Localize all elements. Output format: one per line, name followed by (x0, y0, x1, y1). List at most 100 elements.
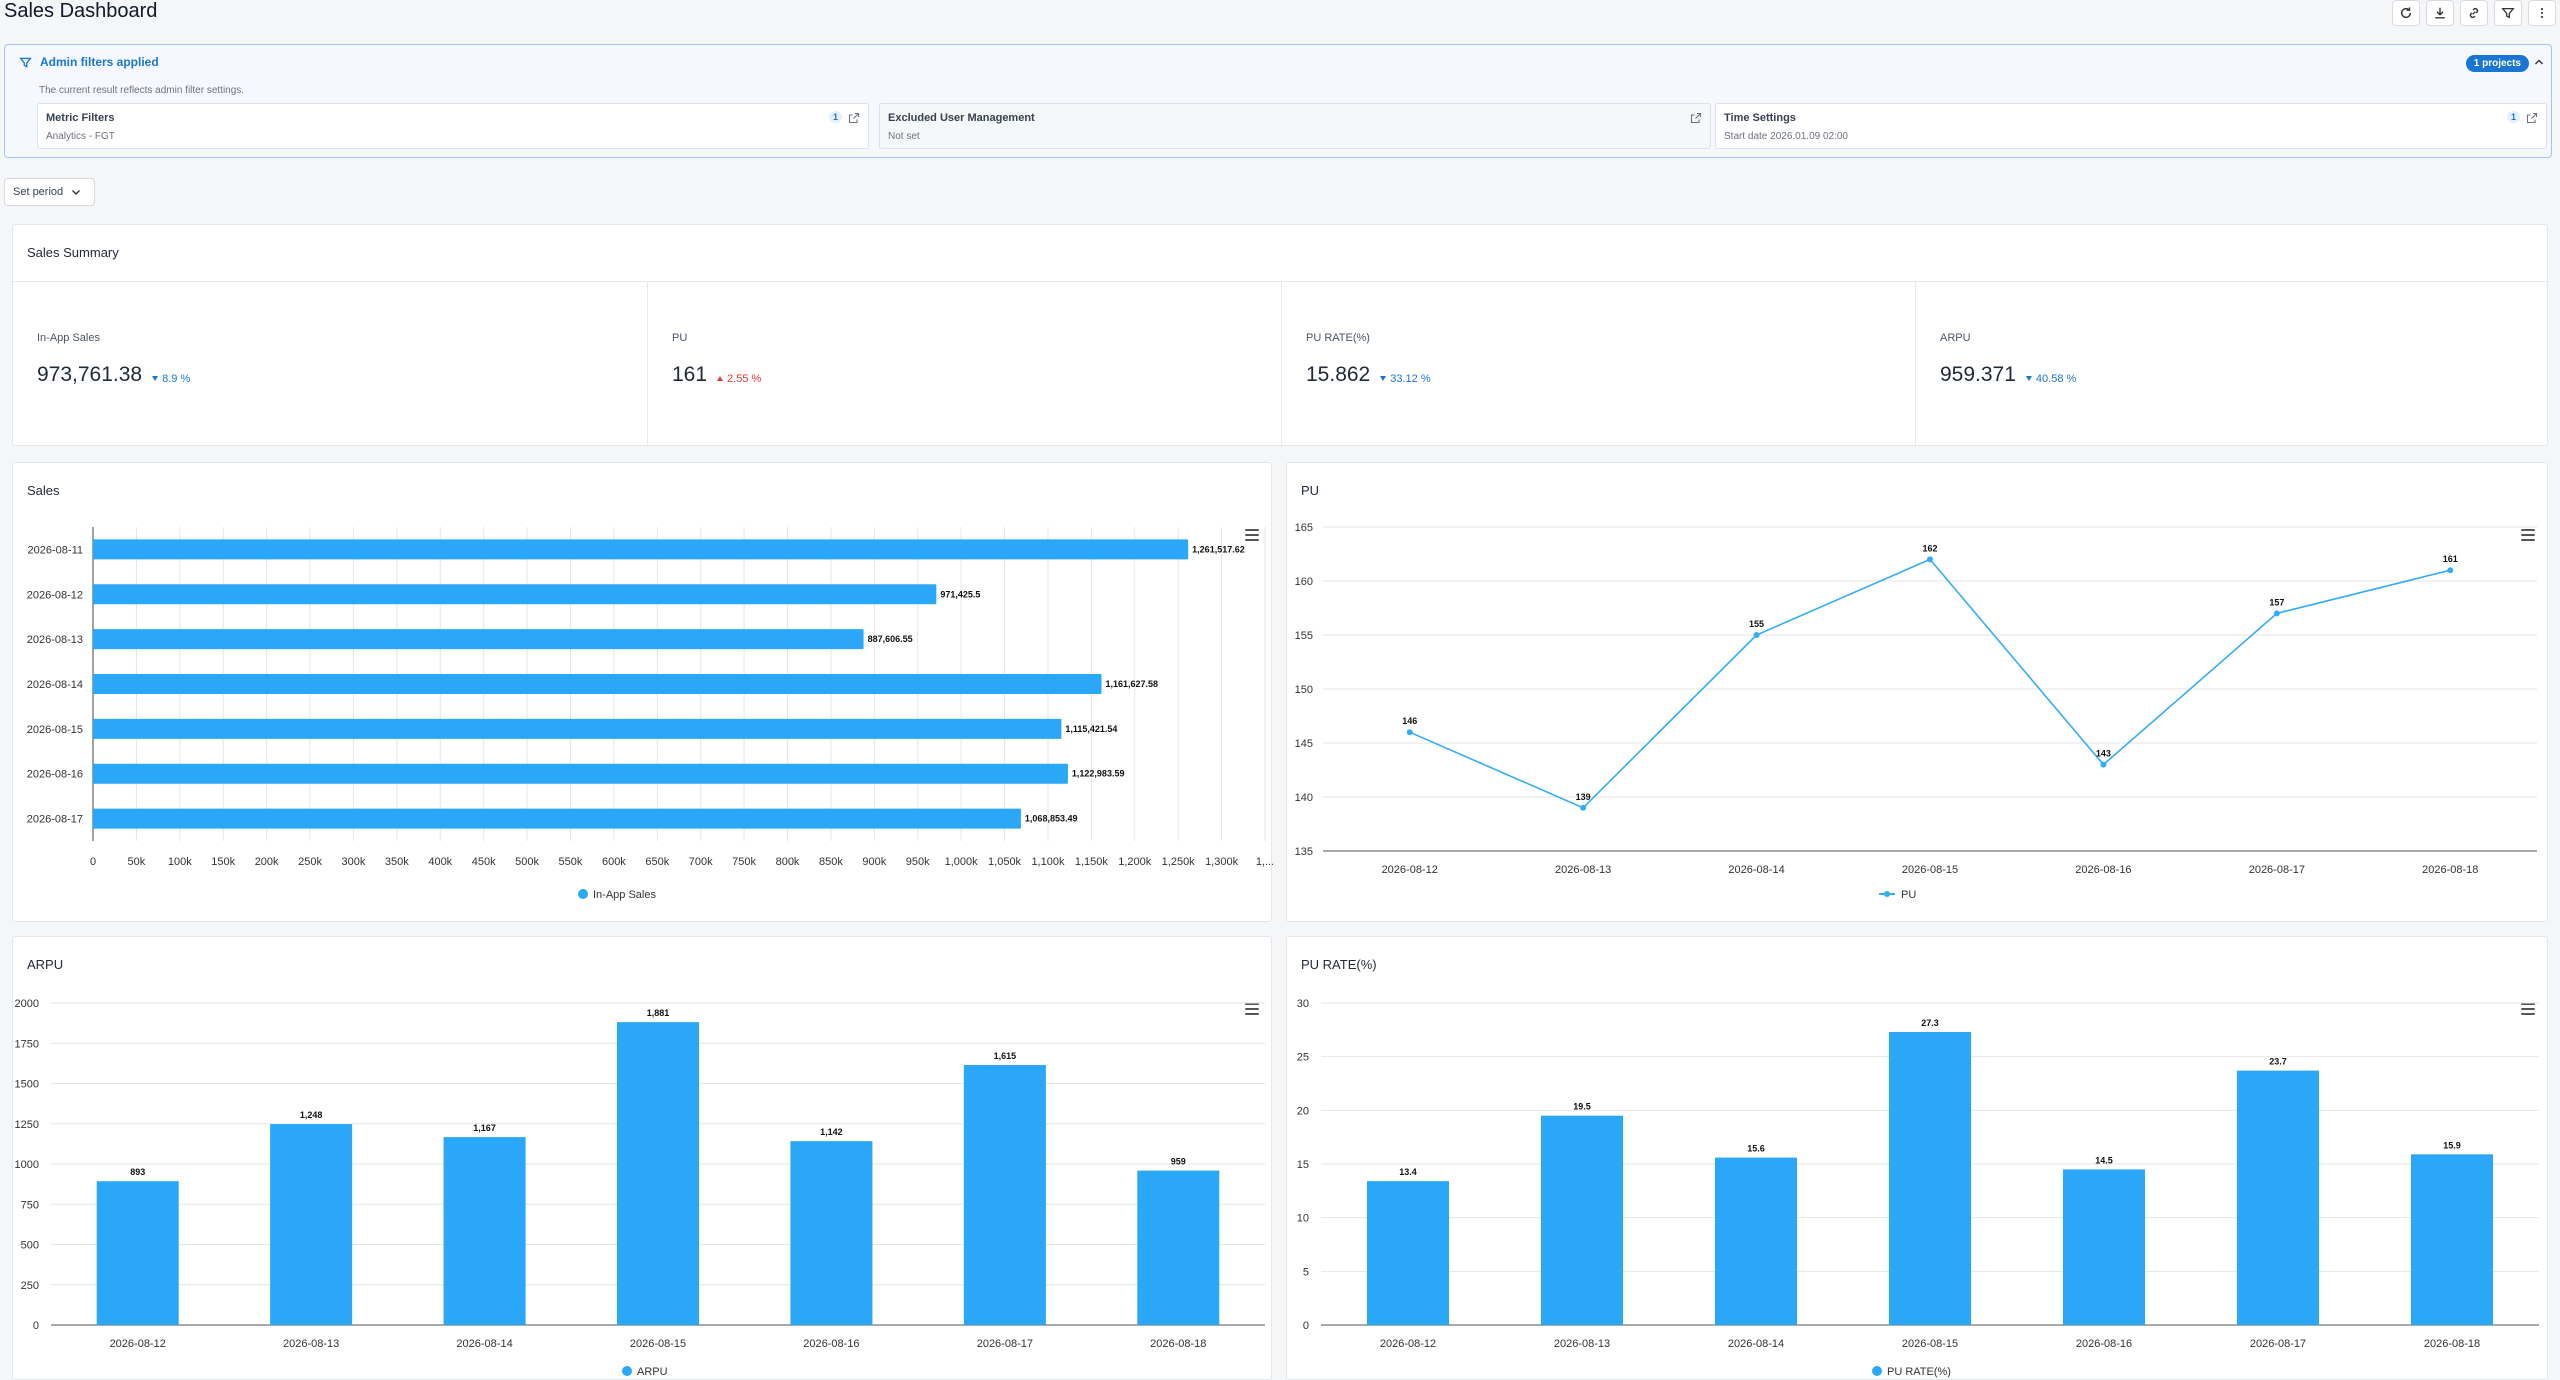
x-tick-label: 100k (168, 856, 192, 868)
external-link-icon[interactable] (1690, 112, 1702, 124)
refresh-button[interactable] (2392, 0, 2420, 26)
bar (2063, 1169, 2145, 1325)
data-label: 1,261,517.62 (1192, 544, 1245, 554)
y-tick-label: 145 (1295, 738, 1313, 750)
sales-bar-chart: 0 50k 100k 150k 200k 250k 300k 350k 400k 450k 500k… (27, 527, 1273, 901)
y-tick-label: 140 (1295, 792, 1313, 804)
y-tick-label: 30 (1297, 998, 1309, 1010)
x-tick-label: 2026-08-18 (2422, 864, 2478, 876)
x-tick-label: 2026-08-16 (2075, 864, 2131, 876)
x-tick-label: 2026-08-18 (1150, 1338, 1206, 1350)
x-tick-label: 750k (732, 856, 756, 868)
data-point (1753, 632, 1760, 638)
arpu-bar-chart: 0 250 500 750 1000 1250 1500 1750 2000 893 2026-08… (15, 998, 1265, 1378)
bar (93, 629, 864, 650)
data-label: 1,248 (300, 1110, 323, 1120)
filter-card-excluded-users[interactable]: Excluded User Management Not set (879, 103, 1711, 149)
bar (93, 674, 1102, 694)
filter-card-title: Metric Filters (46, 112, 115, 124)
x-tick-label: 2026-08-15 (1902, 1338, 1958, 1350)
x-tick-label: 2026-08-14 (1728, 1338, 1784, 1350)
y-tick-label: 1000 (15, 1159, 39, 1171)
x-tick-label: 900k (862, 856, 886, 868)
filter-card-value: Analytics - FGT (46, 131, 115, 142)
x-tick-label: 550k (559, 856, 583, 868)
y-tick-label: 2026-08-14 (27, 679, 83, 691)
bar (443, 1137, 526, 1325)
data-label: 1,881 (647, 1008, 670, 1018)
bar (1367, 1181, 1449, 1325)
bar (93, 808, 1021, 829)
arrow-down-icon (152, 376, 159, 381)
filter-button[interactable] (2494, 0, 2522, 26)
legend-label: In-App Sales (593, 889, 656, 901)
legend-swatch (1884, 891, 1890, 897)
chart-menu-icon[interactable] (1245, 529, 1259, 541)
filter-card-value: Start date 2026.01.09 02:00 (1724, 131, 1848, 142)
refresh-icon (2400, 7, 2412, 19)
kpi-delta: 33.12 % (1380, 373, 1431, 385)
data-label: 1,615 (994, 1051, 1017, 1061)
external-link-icon[interactable] (2526, 112, 2538, 124)
y-tick-label: 0 (1303, 1320, 1309, 1332)
data-point (2447, 567, 2454, 574)
data-label: 13.4 (1399, 1167, 1417, 1177)
bar (93, 539, 1189, 560)
x-tick-label: 2026-08-17 (2249, 864, 2305, 876)
y-tick-label: 25 (1297, 1052, 1309, 1064)
y-tick-label: 20 (1297, 1105, 1309, 1117)
y-tick-label: 1250 (15, 1119, 39, 1131)
filter-card-time-settings[interactable]: Time Settings Start date 2026.01.09 02:0… (1715, 103, 2547, 149)
sales-summary-title: Sales Summary (27, 245, 119, 260)
bar (2237, 1070, 2319, 1325)
data-label: 161 (2443, 554, 2458, 564)
y-tick-label: 750 (21, 1199, 39, 1211)
y-tick-label: 165 (1295, 522, 1313, 534)
legend-swatch (1872, 1366, 1882, 1376)
x-tick-label: 2026-08-17 (2250, 1338, 2306, 1350)
external-link-icon[interactable] (848, 112, 860, 124)
x-tick-label: 1,000k (945, 856, 979, 868)
data-point (1927, 556, 1933, 563)
x-tick-label: 2026-08-14 (456, 1338, 512, 1350)
arrow-down-icon (1380, 376, 1387, 381)
chart-title: Sales (27, 483, 60, 498)
download-button[interactable] (2426, 0, 2454, 26)
y-tick-label: 5 (1303, 1266, 1309, 1278)
x-tick-label: 2026-08-18 (2424, 1338, 2480, 1350)
filter-card-metric[interactable]: Metric Filters Analytics - FGT 1 (37, 103, 869, 149)
x-tick-label: 650k (645, 856, 669, 868)
y-tick-label: 500 (21, 1240, 39, 1252)
data-label: 1,161,627.58 (1105, 679, 1158, 689)
filter-icon (19, 57, 32, 68)
period-select[interactable]: Set period (4, 178, 95, 206)
y-tick-label: 0 (33, 1320, 39, 1332)
bar (1889, 1031, 1971, 1325)
more-button[interactable] (2528, 0, 2556, 26)
data-point (1580, 804, 1587, 811)
chart-menu-icon[interactable] (1245, 1003, 1259, 1015)
chart-menu-icon[interactable] (2521, 1003, 2535, 1015)
x-tick-label: 2026-08-17 (977, 1338, 1033, 1350)
x-tick-label: 2026-08-12 (1382, 864, 1438, 876)
y-tick-label: 2026-08-15 (27, 724, 83, 736)
admin-filters-subtitle: The current result reflects admin filter… (39, 85, 245, 96)
collapse-button[interactable] (2531, 54, 2547, 70)
bar (93, 718, 1062, 739)
legend-label: PU (1901, 889, 1916, 901)
data-label: 15.9 (2443, 1140, 2461, 1150)
x-tick-label: 450k (472, 856, 496, 868)
toolbar (2392, 0, 2556, 26)
kpi-pu: PU 161 2.55 % (647, 281, 1281, 447)
page-title: Sales Dashboard (4, 0, 158, 22)
admin-filters-header[interactable]: Admin filters applied (19, 55, 159, 69)
chart-menu-icon[interactable] (2521, 529, 2535, 541)
x-tick-label: 2026-08-13 (283, 1338, 339, 1350)
data-label: 1,115,421.54 (1065, 724, 1117, 734)
data-label: 139 (1576, 792, 1591, 802)
x-tick-label: 2026-08-12 (1380, 1338, 1436, 1350)
x-tick-label: 2026-08-14 (1728, 864, 1784, 876)
bar (617, 1022, 699, 1325)
arrow-up-icon (717, 376, 724, 381)
share-link-button[interactable] (2460, 0, 2488, 26)
